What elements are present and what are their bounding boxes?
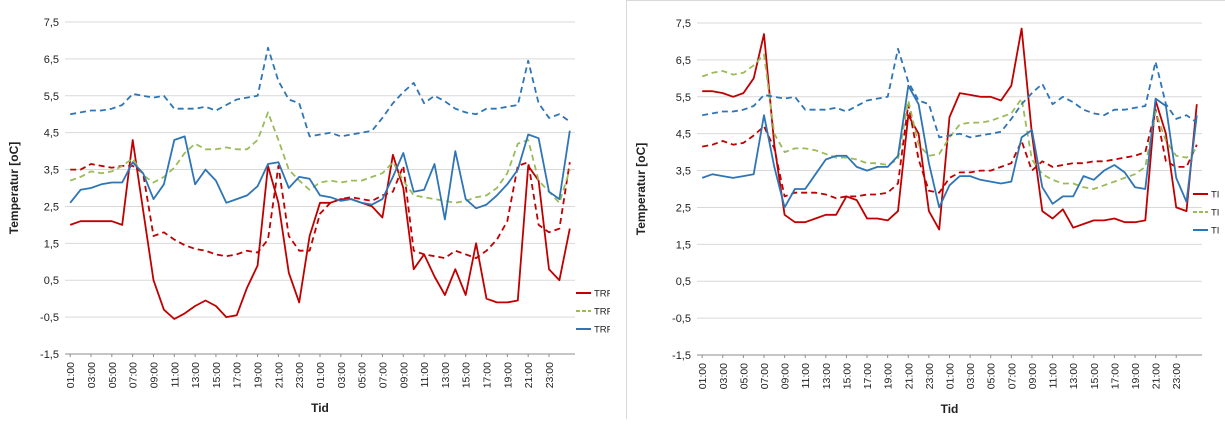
x-tick-label: 05:00 (107, 362, 119, 388)
y-tick-label: -1,5 (672, 350, 691, 362)
x-tick-label: 23:00 (924, 363, 936, 389)
series-line-1 (70, 161, 571, 260)
x-tick-label: 15:00 (461, 362, 473, 388)
legend-label: TRF (594, 307, 610, 318)
x-tick-label: 07:00 (128, 362, 140, 388)
x-tick-label: 13:00 (190, 362, 202, 388)
x-tick-label: 15:00 (1089, 363, 1101, 389)
x-tick-label: 01:00 (65, 362, 77, 388)
x-tick-label: 05:00 (738, 363, 750, 389)
y-tick-label: 4,5 (44, 128, 59, 140)
y-tick-label: 7,5 (676, 18, 691, 30)
x-axis-title: Tid (311, 401, 329, 415)
series-line-0 (702, 27, 1198, 231)
x-tick-label: 17:00 (1109, 363, 1121, 389)
x-tick-label: 03:00 (965, 363, 977, 389)
x-tick-label: 17:00 (482, 362, 494, 388)
x-tick-label: 11:00 (800, 363, 812, 389)
x-tick-label: 19:00 (253, 362, 265, 388)
y-tick-label: 6,5 (44, 54, 59, 66)
x-tick-label: 09:00 (1027, 363, 1039, 389)
x-tick-label: 01:00 (945, 363, 957, 389)
legend-label: TI (1211, 208, 1219, 219)
temperature-chart-left: 7,5 6,5 5,5 4,5 3,5 2,5 1,5 0,5 -0,5 -1,5 01:00 03:… (7, 17, 610, 415)
x-tick-label: 19:00 (1130, 363, 1142, 389)
legend-label: TRF (594, 325, 610, 336)
x-tick-label: 23:00 (294, 362, 306, 388)
series-line-4 (702, 47, 1198, 139)
y-tick-label: 2,5 (44, 201, 59, 213)
chart-panel-left: 7,5 6,5 5,5 4,5 3,5 2,5 1,5 0,5 -0,5 -1,5 01:00 03:… (0, 0, 610, 419)
x-tick-label: 21:00 (903, 363, 915, 389)
x-axis-title: Tid (941, 402, 959, 416)
y-tick-label: 1,5 (44, 238, 59, 250)
y-tick-label: 5,5 (676, 92, 691, 104)
x-tick-label: 05:00 (357, 362, 369, 388)
x-tick-label: 21:00 (1151, 363, 1163, 389)
temperature-chart-right: 7,5 6,5 5,5 4,5 3,5 2,5 1,5 0,5 -0,5 -1,5 01:00 03:… (634, 18, 1219, 416)
x-tick-label: 07:00 (1006, 363, 1018, 389)
x-tick-label: 15:00 (841, 363, 853, 389)
chart-panel-right: 7,5 6,5 5,5 4,5 3,5 2,5 1,5 0,5 -0,5 -1,5 01:00 03:… (626, 0, 1225, 419)
y-tick-label: -0,5 (672, 313, 691, 325)
x-tick-label: 01:00 (315, 362, 327, 388)
series-line-3 (701, 84, 1198, 209)
legend-label: TRF (594, 289, 610, 300)
x-tick-label: 19:00 (883, 363, 895, 389)
y-tick-label: 0,5 (44, 275, 59, 287)
y-tick-label: -0,5 (40, 312, 59, 324)
x-tick-label: 11:00 (169, 362, 181, 388)
series-line-1 (702, 103, 1198, 200)
x-tick-label: 15:00 (211, 362, 223, 388)
series-line-2 (701, 53, 1198, 190)
y-axis-title: Temperatur [oC] (7, 142, 21, 234)
x-tick-label: 13:00 (821, 363, 833, 389)
y-tick-label: 0,5 (676, 276, 691, 288)
y-axis-title: Temperatur [oC] (634, 143, 648, 235)
x-tick-label: 09:00 (398, 362, 410, 388)
y-tick-label: 3,5 (676, 166, 691, 178)
x-tick-label: 13:00 (440, 362, 452, 388)
y-tick-label: -1,5 (40, 349, 59, 361)
y-tick-label: 4,5 (676, 129, 691, 141)
legend-label: TI (1211, 190, 1219, 201)
series-line-4 (70, 46, 571, 138)
x-tick-label: 17:00 (232, 362, 244, 388)
x-tick-label: 09:00 (148, 362, 160, 388)
x-tick-label: 03:00 (336, 362, 348, 388)
x-tick-label: 19:00 (502, 362, 514, 388)
x-tick-label: 09:00 (780, 363, 792, 389)
x-tick-label: 21:00 (273, 362, 285, 388)
y-tick-label: 3,5 (44, 165, 59, 177)
x-tick-label: 03:00 (86, 362, 98, 388)
y-tick-label: 1,5 (676, 239, 691, 251)
x-tick-label: 21:00 (523, 362, 535, 388)
x-tick-label: 01:00 (697, 363, 709, 389)
x-tick-label: 03:00 (718, 363, 730, 389)
legend: TI TI TI (1193, 190, 1219, 237)
x-tick-label: 07:00 (759, 363, 771, 389)
x-tick-label: 05:00 (986, 363, 998, 389)
x-tick-label: 11:00 (419, 362, 431, 388)
x-tick-label: 11:00 (1048, 363, 1060, 389)
x-tick-label: 23:00 (544, 362, 556, 388)
series-line-2 (69, 111, 571, 204)
x-tick-label: 17:00 (862, 363, 874, 389)
y-tick-label: 7,5 (44, 17, 59, 29)
series-line-3 (69, 130, 571, 221)
x-tick-label: 13:00 (1068, 363, 1080, 389)
y-tick-label: 6,5 (676, 55, 691, 67)
y-tick-label: 2,5 (676, 202, 691, 214)
legend-label: TI (1211, 226, 1219, 237)
series-line-0 (69, 139, 571, 320)
legend: TRF TRF TRF (576, 289, 610, 336)
y-tick-label: 5,5 (44, 91, 59, 103)
x-tick-label: 23:00 (1171, 363, 1183, 389)
x-tick-label: 07:00 (377, 362, 389, 388)
